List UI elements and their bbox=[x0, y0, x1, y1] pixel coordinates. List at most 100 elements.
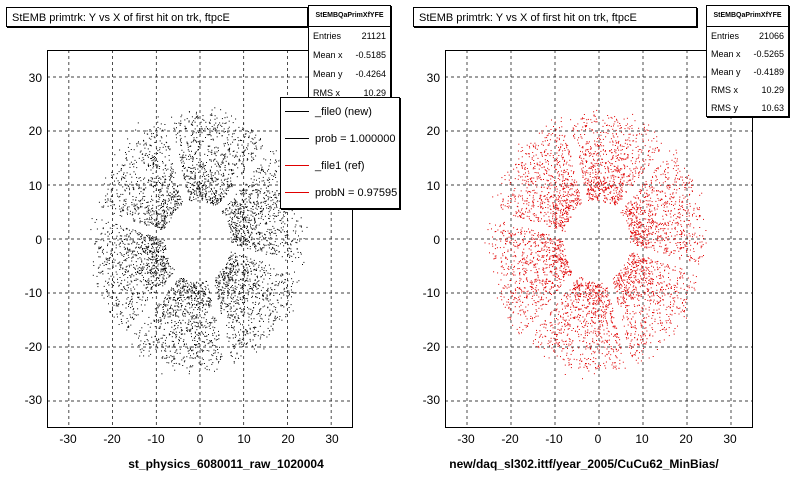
data-point bbox=[183, 151, 185, 153]
data-point bbox=[256, 270, 257, 271]
data-point bbox=[159, 242, 161, 244]
data-point bbox=[673, 330, 675, 332]
data-point bbox=[199, 348, 201, 350]
data-point bbox=[217, 199, 219, 201]
data-point bbox=[246, 158, 248, 160]
data-point bbox=[206, 171, 207, 173]
data-point bbox=[180, 299, 182, 301]
data-point bbox=[211, 153, 213, 155]
data-point bbox=[175, 331, 177, 333]
data-point bbox=[199, 193, 201, 194]
data-point bbox=[236, 235, 238, 236]
data-point bbox=[242, 219, 244, 221]
data-point bbox=[624, 287, 625, 289]
data-point bbox=[127, 326, 128, 328]
data-point bbox=[170, 197, 172, 199]
data-point bbox=[232, 263, 234, 265]
data-point bbox=[271, 197, 272, 198]
data-point bbox=[141, 199, 143, 201]
data-point bbox=[300, 217, 302, 219]
data-point bbox=[204, 165, 206, 166]
data-point bbox=[537, 250, 539, 252]
data-point bbox=[290, 289, 292, 291]
data-point bbox=[220, 199, 221, 201]
y-tick-minus30: -30 bbox=[24, 393, 42, 407]
data-point bbox=[158, 177, 160, 179]
data-point bbox=[202, 115, 204, 117]
data-point bbox=[268, 264, 270, 266]
data-point bbox=[223, 298, 225, 300]
data-point bbox=[239, 307, 241, 309]
data-point bbox=[496, 297, 498, 299]
data-point bbox=[202, 307, 204, 309]
data-point bbox=[170, 308, 172, 309]
data-point bbox=[147, 267, 148, 269]
data-point bbox=[232, 233, 234, 235]
data-point bbox=[277, 316, 278, 318]
data-point bbox=[160, 318, 162, 320]
data-point bbox=[173, 309, 174, 311]
data-point bbox=[269, 229, 271, 231]
data-point bbox=[265, 253, 267, 255]
data-point bbox=[255, 189, 257, 191]
data-point bbox=[287, 234, 289, 236]
data-point bbox=[211, 172, 213, 174]
data-point bbox=[161, 185, 163, 187]
data-point bbox=[232, 298, 234, 300]
data-point bbox=[283, 287, 285, 289]
data-point bbox=[216, 136, 218, 138]
data-point bbox=[290, 251, 292, 253]
data-point bbox=[207, 343, 209, 345]
data-point bbox=[298, 235, 299, 237]
data-point bbox=[114, 259, 116, 261]
data-point bbox=[162, 238, 164, 240]
data-point bbox=[268, 218, 270, 220]
data-point bbox=[160, 258, 162, 260]
data-point bbox=[136, 184, 138, 186]
data-point bbox=[105, 177, 107, 179]
data-point bbox=[670, 287, 672, 289]
data-point bbox=[209, 302, 211, 303]
data-point bbox=[254, 245, 256, 247]
data-point bbox=[259, 192, 261, 194]
data-point bbox=[167, 186, 169, 188]
data-point bbox=[177, 203, 179, 205]
data-point bbox=[233, 261, 235, 263]
data-point bbox=[146, 169, 147, 171]
data-point bbox=[225, 169, 227, 171]
data-point bbox=[592, 166, 594, 168]
data-point bbox=[166, 187, 168, 189]
data-point bbox=[235, 255, 237, 257]
data-point bbox=[526, 297, 528, 299]
data-point bbox=[172, 211, 174, 213]
data-point bbox=[148, 179, 150, 181]
data-point bbox=[147, 156, 149, 158]
data-point bbox=[243, 211, 245, 213]
data-point bbox=[686, 227, 688, 229]
data-point bbox=[158, 305, 160, 307]
data-point bbox=[610, 318, 612, 320]
data-point bbox=[194, 357, 196, 359]
data-point bbox=[247, 275, 249, 277]
data-point bbox=[221, 355, 223, 357]
data-point bbox=[204, 189, 206, 191]
data-point bbox=[161, 142, 163, 144]
data-point bbox=[140, 203, 142, 205]
data-point bbox=[213, 192, 215, 194]
data-point bbox=[105, 202, 106, 203]
data-point bbox=[642, 279, 644, 281]
data-point bbox=[142, 291, 144, 293]
data-point bbox=[151, 208, 152, 210]
data-point bbox=[197, 301, 199, 302]
data-point bbox=[186, 310, 188, 312]
data-point bbox=[194, 153, 196, 155]
data-point bbox=[99, 264, 101, 266]
data-point bbox=[126, 247, 128, 249]
data-point bbox=[166, 206, 168, 208]
data-point bbox=[205, 199, 207, 201]
data-point bbox=[144, 177, 146, 179]
data-point bbox=[190, 315, 192, 317]
data-point bbox=[175, 350, 177, 352]
data-point bbox=[258, 168, 260, 170]
data-point bbox=[591, 179, 592, 181]
